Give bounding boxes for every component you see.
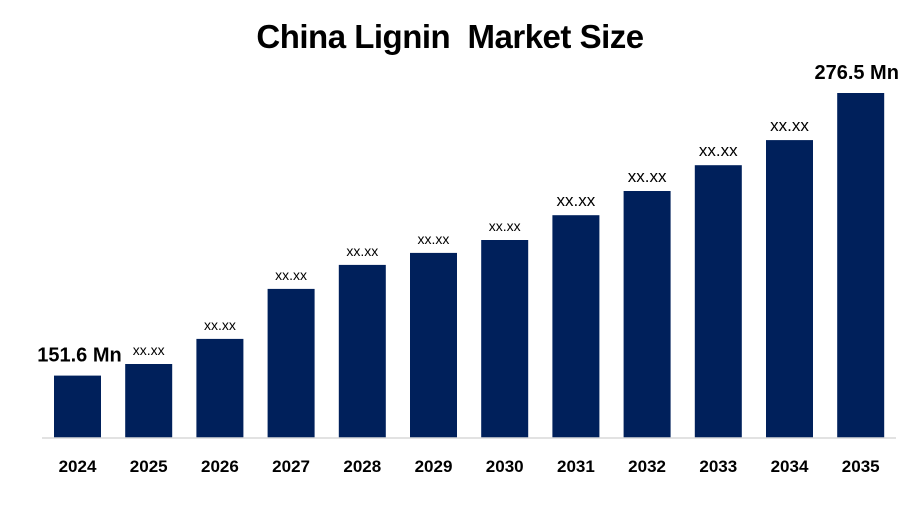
bar-2027 [267,288,315,438]
data-label-2027: xx.xx [275,267,307,283]
x-tick-label-2028: 2028 [343,457,381,476]
chart-title: China Lignin Market Size [256,18,644,55]
x-tick-label-2025: 2025 [130,457,168,476]
bar-2025 [125,364,173,438]
x-tick-label-2034: 2034 [771,457,809,476]
bar-2028 [338,264,386,438]
data-labels-group: 151.6 Mn xx.xx xx.xx xx.xx xx.xx xx.xx xx.xx xx… [37,62,899,367]
bars-group [54,93,885,438]
x-tick-label-2031: 2031 [557,457,595,476]
bar-2029 [410,252,457,438]
data-label-2025: xx.xx [133,342,165,358]
data-label-2032: xx.xx [628,167,667,186]
x-tick-labels-group: 2024 2025 2026 2027 2028 2029 2030 2031 2032 2033… [59,457,880,476]
bar-2026 [196,338,244,438]
bar-2035 [837,93,885,438]
x-tick-label-2024: 2024 [59,457,97,476]
x-tick-label-2029: 2029 [415,457,453,476]
bar-2034 [766,140,813,438]
x-tick-label-2026: 2026 [201,457,239,476]
data-label-2034: xx.xx [770,116,809,135]
bar-2033 [694,165,742,438]
x-tick-label-2030: 2030 [486,457,524,476]
data-label-2024: 151.6 Mn [37,345,121,367]
bar-2024 [54,375,101,438]
data-label-2035: 276.5 Mn [814,62,898,84]
data-label-2030: xx.xx [489,218,521,234]
x-tick-label-2032: 2032 [628,457,666,476]
x-tick-label-2027: 2027 [272,457,310,476]
data-label-2029: xx.xx [418,231,450,247]
data-label-2033: xx.xx [699,141,738,160]
bar-2030 [481,240,529,438]
x-tick-label-2033: 2033 [699,457,737,476]
x-tick-label-2035: 2035 [842,457,880,476]
data-label-2028: xx.xx [346,243,378,259]
data-label-2031: xx.xx [557,191,596,210]
bar-2031 [552,215,600,438]
bar-2032 [623,191,671,438]
data-label-2026: xx.xx [204,317,236,333]
